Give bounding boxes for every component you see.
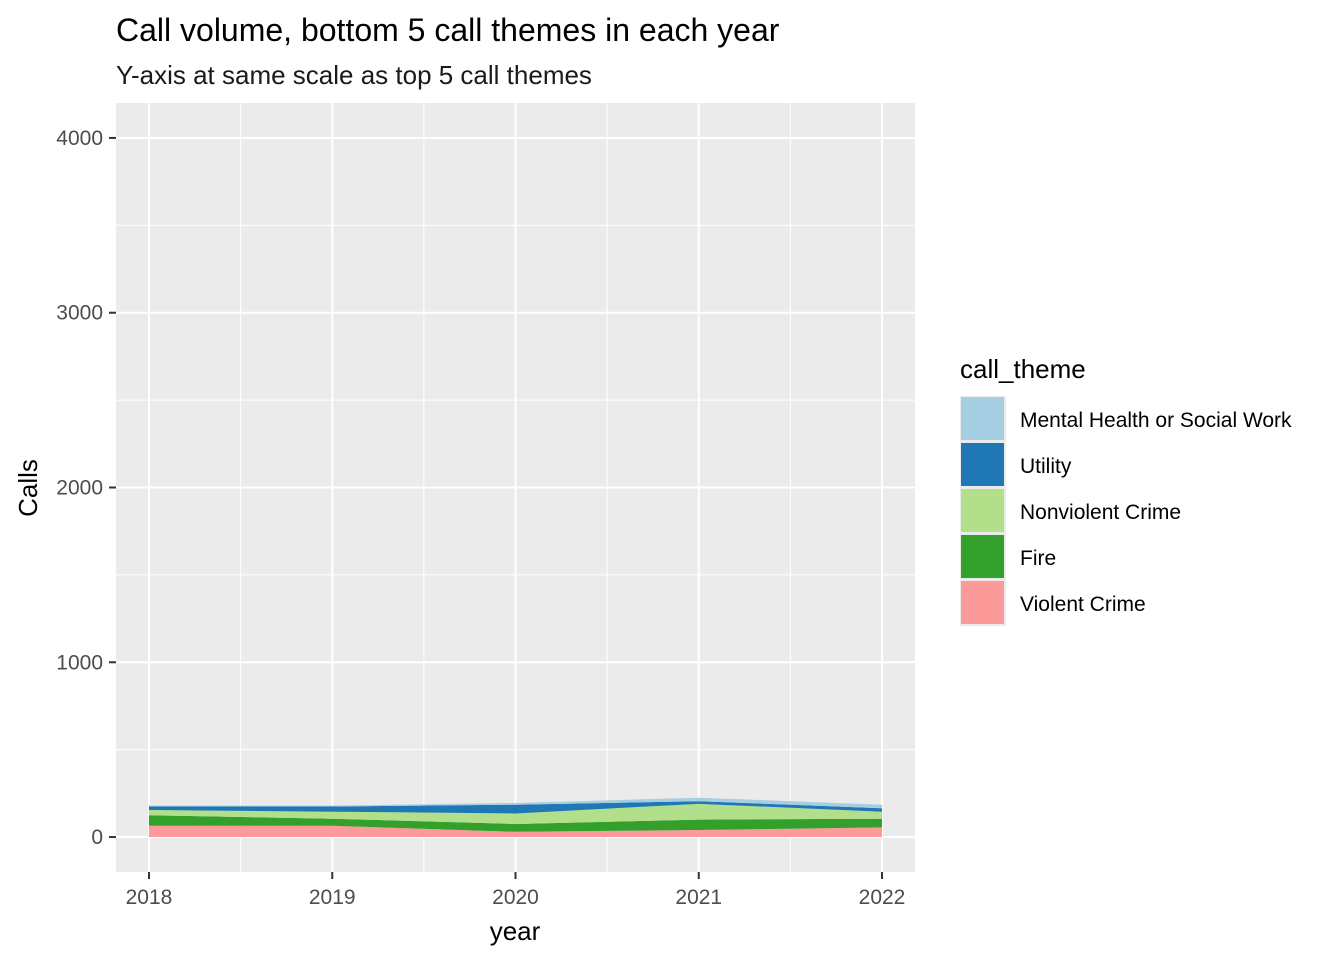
y-axis: 0 1000 2000 3000 4000 bbox=[56, 127, 116, 849]
area-mental-health-or-social-work bbox=[148, 797, 883, 809]
x-axis: 2018 2019 2020 2021 2022 bbox=[126, 872, 906, 909]
x-tick-label: 2022 bbox=[859, 886, 906, 909]
y-tick-label: 0 bbox=[91, 826, 103, 849]
area-violent-crime bbox=[148, 825, 883, 838]
area-nonviolent-crime bbox=[148, 803, 883, 824]
legend-label: Fire bbox=[1020, 547, 1056, 570]
x-tick-label: 2020 bbox=[492, 886, 539, 909]
y-tick-label: 3000 bbox=[56, 302, 103, 325]
legend-label: Violent Crime bbox=[1020, 593, 1146, 616]
y-axis-title: Calls bbox=[13, 459, 43, 517]
legend-title: call_theme bbox=[960, 354, 1086, 384]
chart-title: Call volume, bottom 5 call themes in eac… bbox=[116, 12, 780, 48]
legend-swatch bbox=[961, 489, 1004, 532]
legend-swatch bbox=[961, 535, 1004, 578]
chart-subtitle: Y-axis at same scale as top 5 call theme… bbox=[116, 60, 592, 90]
y-tick-label: 2000 bbox=[56, 477, 103, 500]
legend-label: Nonviolent Crime bbox=[1020, 501, 1181, 524]
x-axis-title: year bbox=[490, 916, 541, 946]
x-tick-label: 2018 bbox=[126, 886, 173, 909]
y-tick-label: 4000 bbox=[56, 127, 103, 150]
legend-swatch bbox=[961, 581, 1004, 624]
legend-swatch bbox=[961, 397, 1004, 440]
area-fire bbox=[148, 815, 883, 832]
legend: call_theme Mental Health or Social Work U… bbox=[960, 354, 1292, 626]
legend-swatch bbox=[961, 443, 1004, 486]
y-tick-label: 1000 bbox=[56, 651, 103, 674]
x-tick-label: 2019 bbox=[309, 886, 356, 909]
area-utility bbox=[148, 801, 883, 814]
legend-label: Utility bbox=[1020, 455, 1072, 478]
stacked-areas bbox=[148, 797, 883, 838]
legend-label: Mental Health or Social Work bbox=[1020, 409, 1292, 432]
x-tick-label: 2021 bbox=[675, 886, 722, 909]
